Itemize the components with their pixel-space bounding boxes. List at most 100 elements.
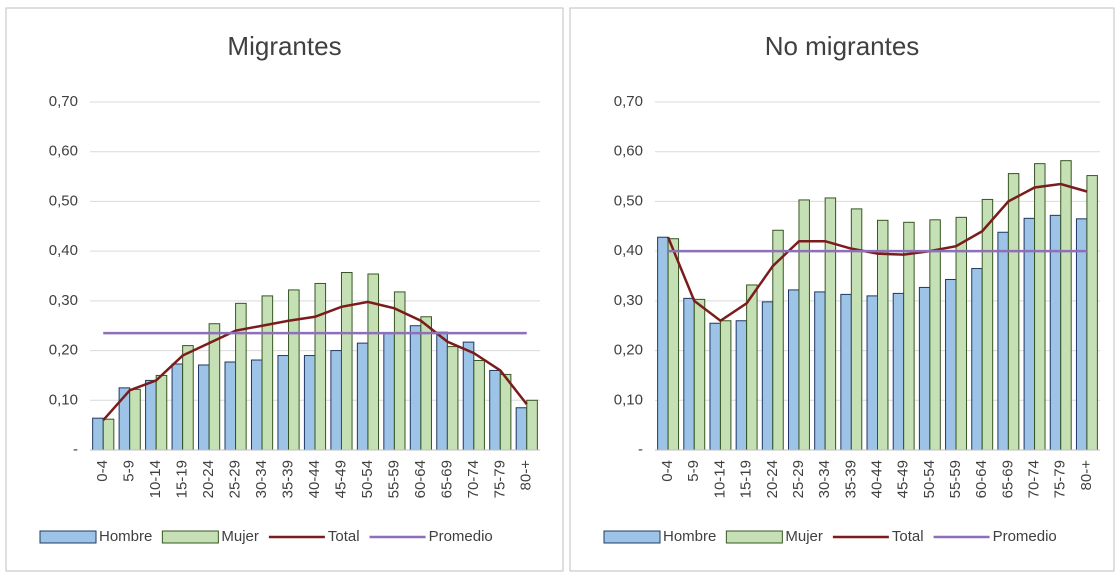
bar <box>235 302 247 451</box>
bar <box>155 374 168 451</box>
legend-swatch <box>161 530 219 544</box>
legend-label: Hombre <box>663 528 716 545</box>
x-tick-label: 50-54 <box>359 460 376 498</box>
bar <box>436 331 448 451</box>
chart-panel: Migrantes - 0,10 0,20 0,30 0,40 0,50 0,60 0,70 0-… <box>5 7 564 572</box>
x-tick-label: 80-+ <box>1078 460 1095 491</box>
bar <box>1007 173 1020 451</box>
bar <box>788 289 800 451</box>
x-tick-label: 70-74 <box>465 460 482 498</box>
bar <box>657 236 669 451</box>
x-tick-label: 40-44 <box>868 460 885 498</box>
legend-swatch <box>725 530 783 544</box>
bar <box>1086 175 1098 451</box>
bar <box>866 295 879 451</box>
y-tick-label: 0,50 <box>614 192 643 209</box>
bar <box>383 332 395 451</box>
bar <box>971 268 983 451</box>
y-tick-label: - <box>638 441 643 458</box>
x-tick-label: 65-69 <box>438 460 455 498</box>
bar <box>129 388 141 451</box>
bar <box>735 320 748 451</box>
line-series <box>666 182 1088 323</box>
legend-swatch <box>603 530 661 544</box>
x-tick-label: 20-24 <box>764 460 781 498</box>
bar <box>824 197 837 451</box>
bar <box>145 379 157 451</box>
y-tick-label: 0,60 <box>614 143 643 160</box>
x-tick-label: 70-74 <box>1026 460 1043 498</box>
bar <box>903 221 915 451</box>
bar <box>693 298 706 451</box>
bar <box>499 373 512 451</box>
x-tick-label: 35-39 <box>842 460 859 498</box>
bar <box>92 417 104 451</box>
y-tick-label: 0,60 <box>49 143 78 160</box>
y-tick-label: 0,10 <box>614 391 643 408</box>
legend-label: Promedio <box>993 528 1057 545</box>
bar <box>171 363 184 451</box>
bar <box>250 359 263 451</box>
x-tick-label: 10-14 <box>711 460 728 498</box>
bar <box>1075 218 1088 451</box>
bar <box>683 297 695 451</box>
legend-label: Total <box>892 528 924 545</box>
bar <box>515 407 528 451</box>
bar <box>840 293 852 451</box>
panel-border <box>569 7 1115 572</box>
bar <box>1023 217 1036 451</box>
bar <box>224 361 237 451</box>
bar <box>1060 160 1072 451</box>
y-tick-label: 0,10 <box>49 391 78 408</box>
x-tick-label: 45-49 <box>895 460 912 498</box>
bar <box>489 369 501 451</box>
bar <box>367 273 380 451</box>
bar <box>261 295 274 451</box>
legend-label: Mujer <box>221 528 259 545</box>
bar <box>798 199 810 451</box>
chart-panel: No migrantes - 0,10 0,20 0,30 0,40 0,50 0,60 0,7… <box>569 7 1115 572</box>
y-tick-label: 0,30 <box>614 292 643 309</box>
x-tick-label: 25-29 <box>227 460 244 498</box>
bar <box>918 286 931 451</box>
bar <box>340 272 353 451</box>
x-tick-label: 55-59 <box>385 460 402 498</box>
bar <box>277 355 290 451</box>
x-tick-label: 15-19 <box>174 460 191 498</box>
x-tick-label: 30-34 <box>816 460 833 498</box>
bar <box>330 350 342 451</box>
x-tick-label: 10-14 <box>147 460 164 498</box>
bar <box>393 291 406 451</box>
y-tick-label: 0,40 <box>614 242 643 259</box>
y-tick-label: 0,20 <box>614 342 643 359</box>
legend-label: Total <box>328 528 360 545</box>
x-tick-label: 25-29 <box>790 460 807 498</box>
bar <box>356 342 369 451</box>
x-tick-label: 65-69 <box>999 460 1016 498</box>
bar <box>746 284 758 451</box>
x-tick-label: 60-64 <box>412 460 429 498</box>
x-tick-label: 35-39 <box>279 460 296 498</box>
bar <box>446 346 459 451</box>
bar <box>409 325 422 451</box>
x-tick-label: 60-64 <box>973 460 990 498</box>
bar <box>102 418 115 451</box>
bar <box>997 231 1009 451</box>
x-tick-label: 80-+ <box>518 460 535 491</box>
bar <box>814 291 826 451</box>
y-tick-label: 0,70 <box>614 93 643 110</box>
x-tick-label: 0-4 <box>659 460 676 482</box>
y-tick-label: 0,30 <box>49 292 78 309</box>
x-tick-label: 50-54 <box>921 460 938 498</box>
legend-label: Mujer <box>785 528 823 545</box>
legend-label: Promedio <box>429 528 493 545</box>
bar <box>526 399 538 451</box>
x-tick-label: 75-79 <box>491 460 508 498</box>
chart-title: Migrantes <box>227 31 341 61</box>
x-tick-label: 15-19 <box>738 460 755 498</box>
line-series <box>102 300 528 422</box>
bar <box>981 198 994 451</box>
bar <box>473 360 485 451</box>
